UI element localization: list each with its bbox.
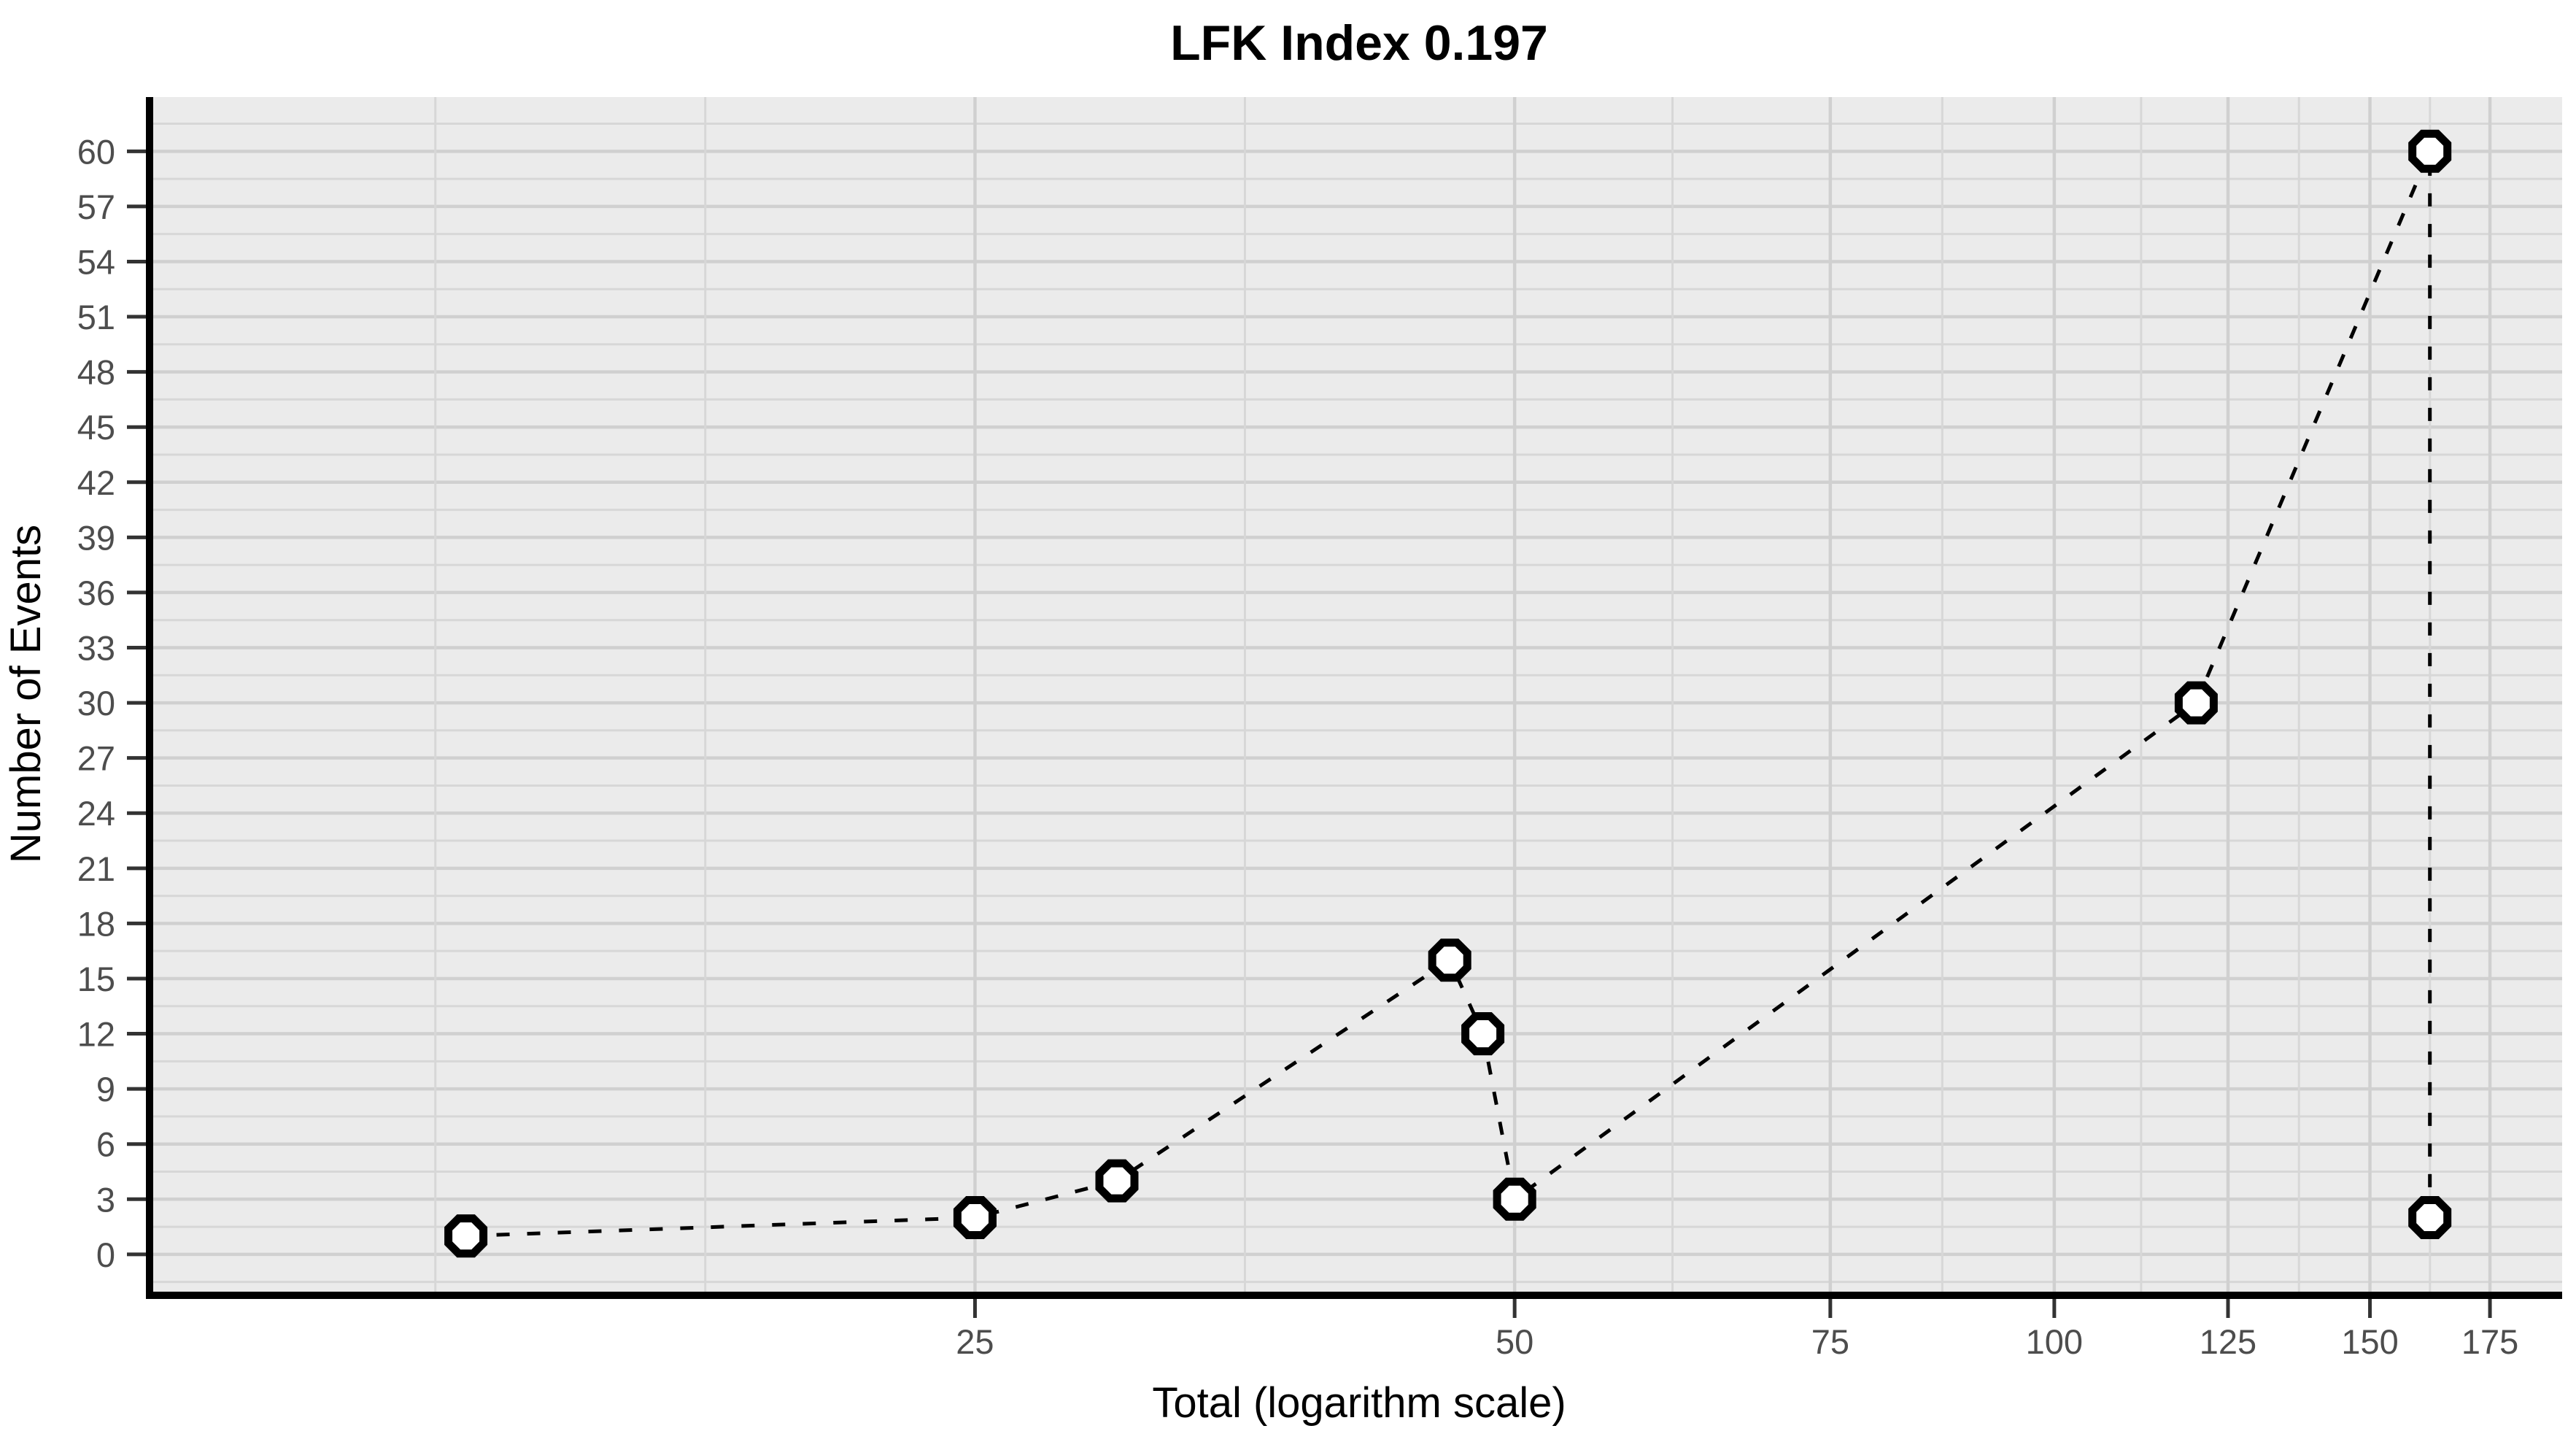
x-tick-label: 125 — [2200, 1322, 2256, 1361]
x-tick-label: 25 — [956, 1322, 994, 1361]
y-tick-label: 30 — [77, 684, 115, 722]
x-tick-label: 50 — [1496, 1322, 1533, 1361]
x-tick-label: 150 — [2341, 1322, 2398, 1361]
plot-panel-layer — [153, 97, 2562, 1292]
chart-title: LFK Index 0.197 — [1170, 15, 1548, 71]
y-tick-label: 27 — [77, 739, 115, 778]
data-point-marker — [953, 1196, 997, 1239]
y-tick-label: 51 — [77, 298, 115, 336]
y-axis-line — [146, 97, 153, 1299]
y-tick-label: 54 — [77, 242, 115, 281]
data-layer — [444, 129, 2452, 1258]
x-tick-label: 75 — [1811, 1322, 1849, 1361]
y-tick-label: 18 — [77, 904, 115, 943]
gridline-layer — [153, 97, 2562, 1292]
y-tick-label: 60 — [77, 132, 115, 171]
y-axis-title: Number of Events — [2, 525, 50, 863]
y-tick-label: 12 — [77, 1015, 115, 1054]
x-axis-line — [146, 1292, 2562, 1299]
y-tick-label: 45 — [77, 408, 115, 447]
data-point-marker — [1493, 1177, 1536, 1221]
y-tick-label: 36 — [77, 574, 115, 612]
y-tick-label: 24 — [77, 794, 115, 833]
x-tick-label: 175 — [2461, 1322, 2518, 1361]
data-point-marker — [2174, 681, 2218, 725]
y-tick-label: 39 — [77, 518, 115, 557]
plot-panel — [153, 97, 2562, 1292]
data-point-marker — [1095, 1159, 1139, 1203]
x-tick-label: 100 — [2026, 1322, 2083, 1361]
data-point-marker — [2408, 1196, 2452, 1239]
y-tick-label: 21 — [77, 849, 115, 888]
y-tick-label: 42 — [77, 463, 115, 502]
axis-layer — [146, 97, 2562, 1299]
y-tick-label: 6 — [96, 1125, 115, 1164]
tick-label-layer: 0369121518212427303336394245485154576025… — [77, 132, 2519, 1361]
y-tick-label: 0 — [96, 1235, 115, 1274]
y-tick-label: 3 — [96, 1180, 115, 1219]
x-axis-title: Total (logarithm scale) — [1152, 1379, 1566, 1427]
y-tick-label: 33 — [77, 629, 115, 668]
y-tick-label: 48 — [77, 353, 115, 392]
data-point-marker — [1461, 1012, 1505, 1056]
y-tick-label: 15 — [77, 960, 115, 998]
y-tick-label: 57 — [77, 188, 115, 226]
data-point-marker — [1428, 938, 1471, 982]
y-tick-label: 9 — [96, 1070, 115, 1109]
tick-mark-layer — [127, 149, 2492, 1318]
data-point-marker — [444, 1214, 488, 1258]
data-point-marker — [2408, 129, 2452, 173]
